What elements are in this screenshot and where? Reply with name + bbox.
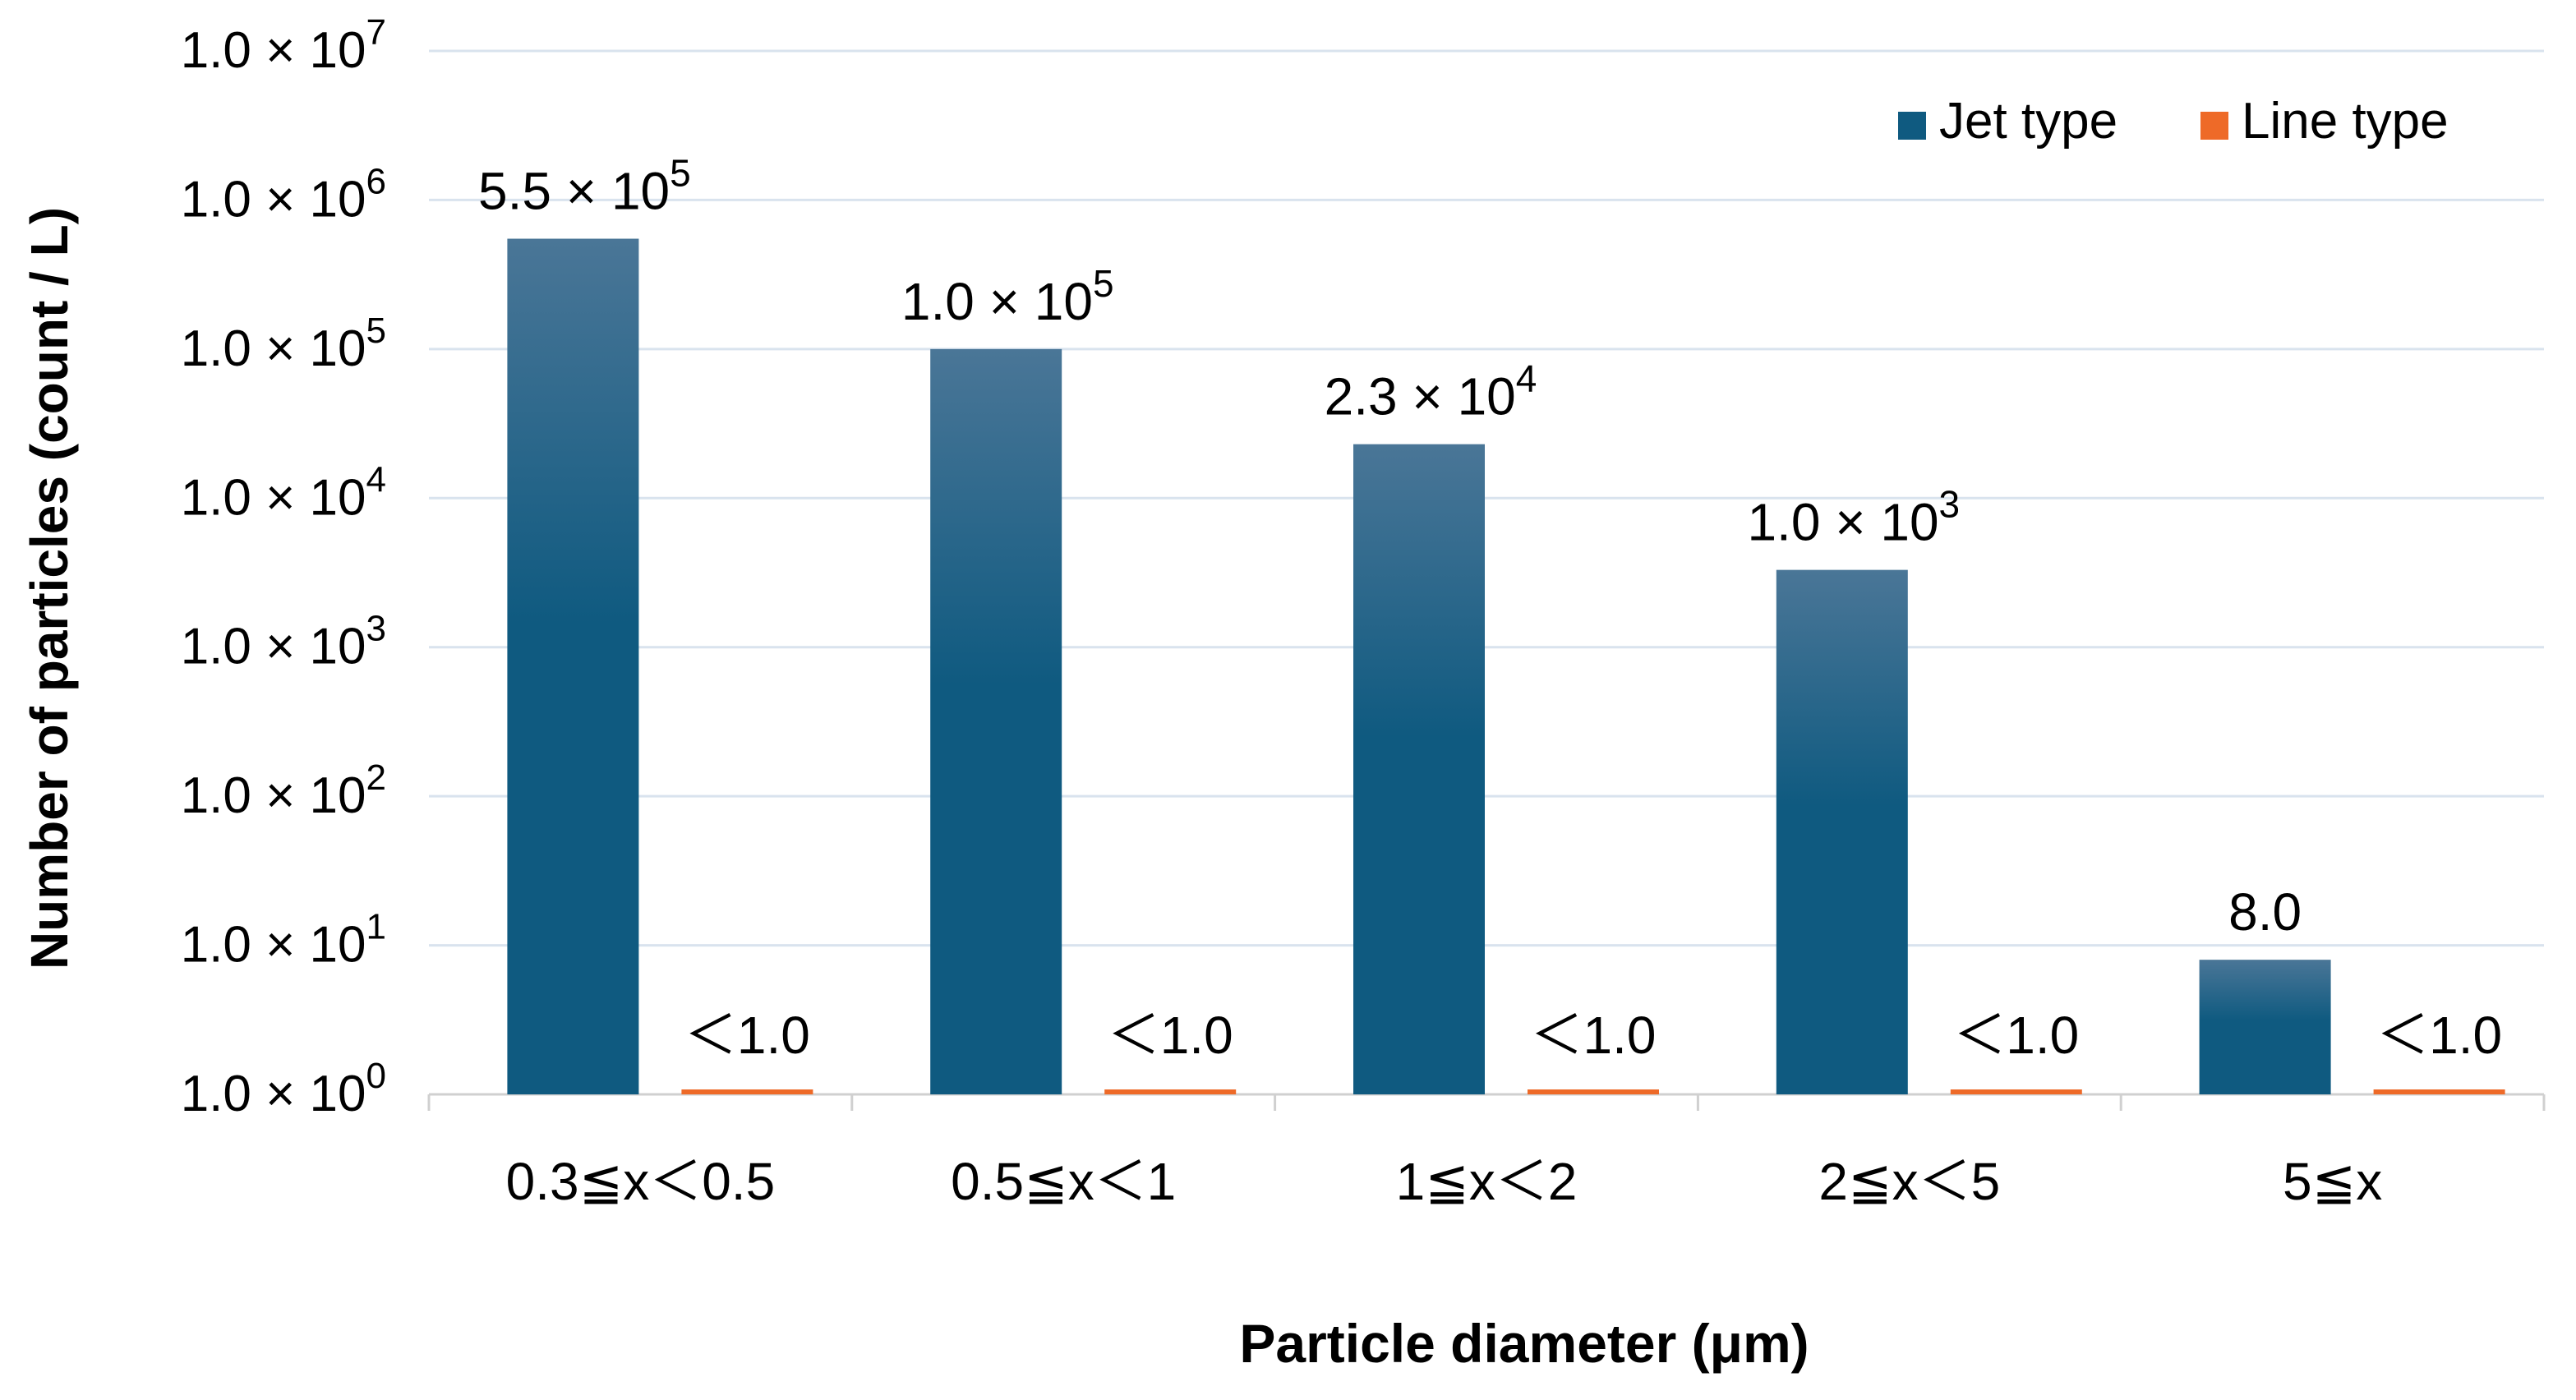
data-label-line-type: ＜1.0 [1108, 1006, 1233, 1065]
legend-label: Jet type [1939, 93, 2117, 150]
data-label-line-type: ＜1.0 [1953, 1006, 2079, 1065]
legend: Jet type Line type [1898, 93, 2449, 150]
y-tick-label: 1.0 × 103 [181, 609, 386, 675]
data-label-jet-type: 5.5 × 105 [478, 152, 691, 221]
y-tick-label: 1.0 × 106 [181, 161, 386, 228]
y-tick-label: 1.0 × 104 [181, 459, 386, 526]
y-tick-label: 1.0 × 102 [181, 758, 386, 824]
legend-swatch [1898, 112, 1926, 140]
bar-line-type [1104, 1089, 1237, 1094]
y-tick-label: 1.0 × 107 [181, 12, 386, 79]
data-labels: 5.5 × 105 ＜1.0 1.0 × 105 ＜1.0 2.3 × 104 ＜1.0 1… [478, 152, 2502, 1065]
bar-jet-type [507, 238, 639, 1095]
x-tick-label: 0.5≦x＜1 [951, 1152, 1176, 1211]
bar-jet-type [1353, 444, 1485, 1094]
bar-line-type [681, 1089, 813, 1094]
data-label-line-type: ＜1.0 [1531, 1006, 1657, 1065]
data-label-line-type: ＜1.0 [2376, 1006, 2502, 1065]
y-tick-label: 1.0 × 101 [181, 907, 386, 974]
data-label-jet-type: 1.0 × 103 [1747, 483, 1960, 552]
bar-line-type [1950, 1089, 2082, 1094]
bars [507, 238, 2505, 1095]
x-axis-title: Particle diameter (μm) [1239, 1313, 1809, 1374]
bar-jet-type [2199, 960, 2331, 1094]
y-tick-label: 1.0 × 105 [181, 311, 386, 377]
x-tick-labels: 0.3≦x＜0.5 0.5≦x＜1 1≦x＜2 2≦x＜5 5≦x [506, 1152, 2383, 1211]
bar-jet-type [1776, 569, 1908, 1094]
x-tick-label: 0.3≦x＜0.5 [506, 1152, 776, 1211]
x-tick-label: 1≦x＜2 [1396, 1152, 1578, 1211]
x-tick-label: 5≦x [2283, 1152, 2382, 1211]
legend-swatch [2200, 112, 2228, 140]
data-label-jet-type: 8.0 [2228, 882, 2302, 942]
bar-line-type [1528, 1089, 1659, 1094]
y-tick-label: 1.0 × 100 [181, 1056, 386, 1122]
x-axis [427, 1093, 2546, 1111]
gridlines [429, 49, 2544, 947]
data-label-line-type: ＜1.0 [684, 1006, 810, 1065]
data-label-jet-type: 1.0 × 105 [901, 262, 1114, 331]
legend-label: Line type [2242, 93, 2449, 150]
y-axis-title: Number of particles (count / L) [20, 207, 79, 969]
y-tick-labels: 1.0 × 100 1.0 × 101 1.0 × 102 1.0 × 103 1.0 … [181, 12, 386, 1122]
bar-jet-type [930, 348, 1062, 1094]
x-tick-label: 2≦x＜5 [1818, 1152, 2000, 1211]
data-label-jet-type: 2.3 × 104 [1325, 357, 1537, 426]
bar-line-type [2373, 1089, 2505, 1094]
